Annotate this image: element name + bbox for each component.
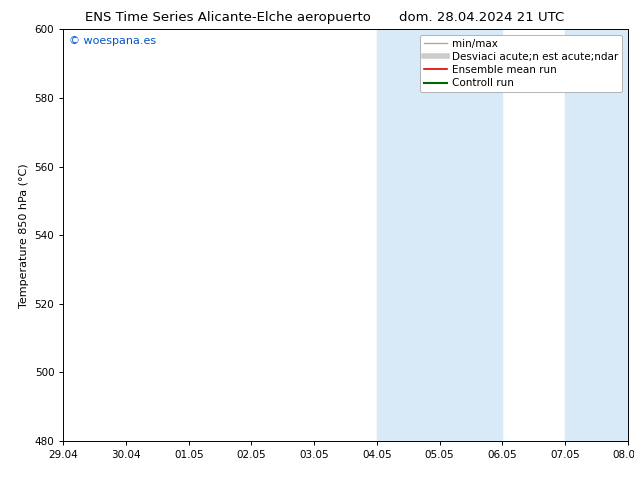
Text: dom. 28.04.2024 21 UTC: dom. 28.04.2024 21 UTC: [399, 11, 564, 24]
Bar: [377, 29, 502, 441]
Bar: [565, 29, 628, 441]
Text: ENS Time Series Alicante-Elche aeropuerto: ENS Time Series Alicante-Elche aeropuert…: [86, 11, 371, 24]
Text: © woespana.es: © woespana.es: [69, 36, 156, 46]
Legend: min/max, Desviaci acute;n est acute;ndar, Ensemble mean run, Controll run: min/max, Desviaci acute;n est acute;ndar…: [420, 35, 623, 92]
Y-axis label: Temperature 850 hPa (°C): Temperature 850 hPa (°C): [19, 163, 29, 308]
